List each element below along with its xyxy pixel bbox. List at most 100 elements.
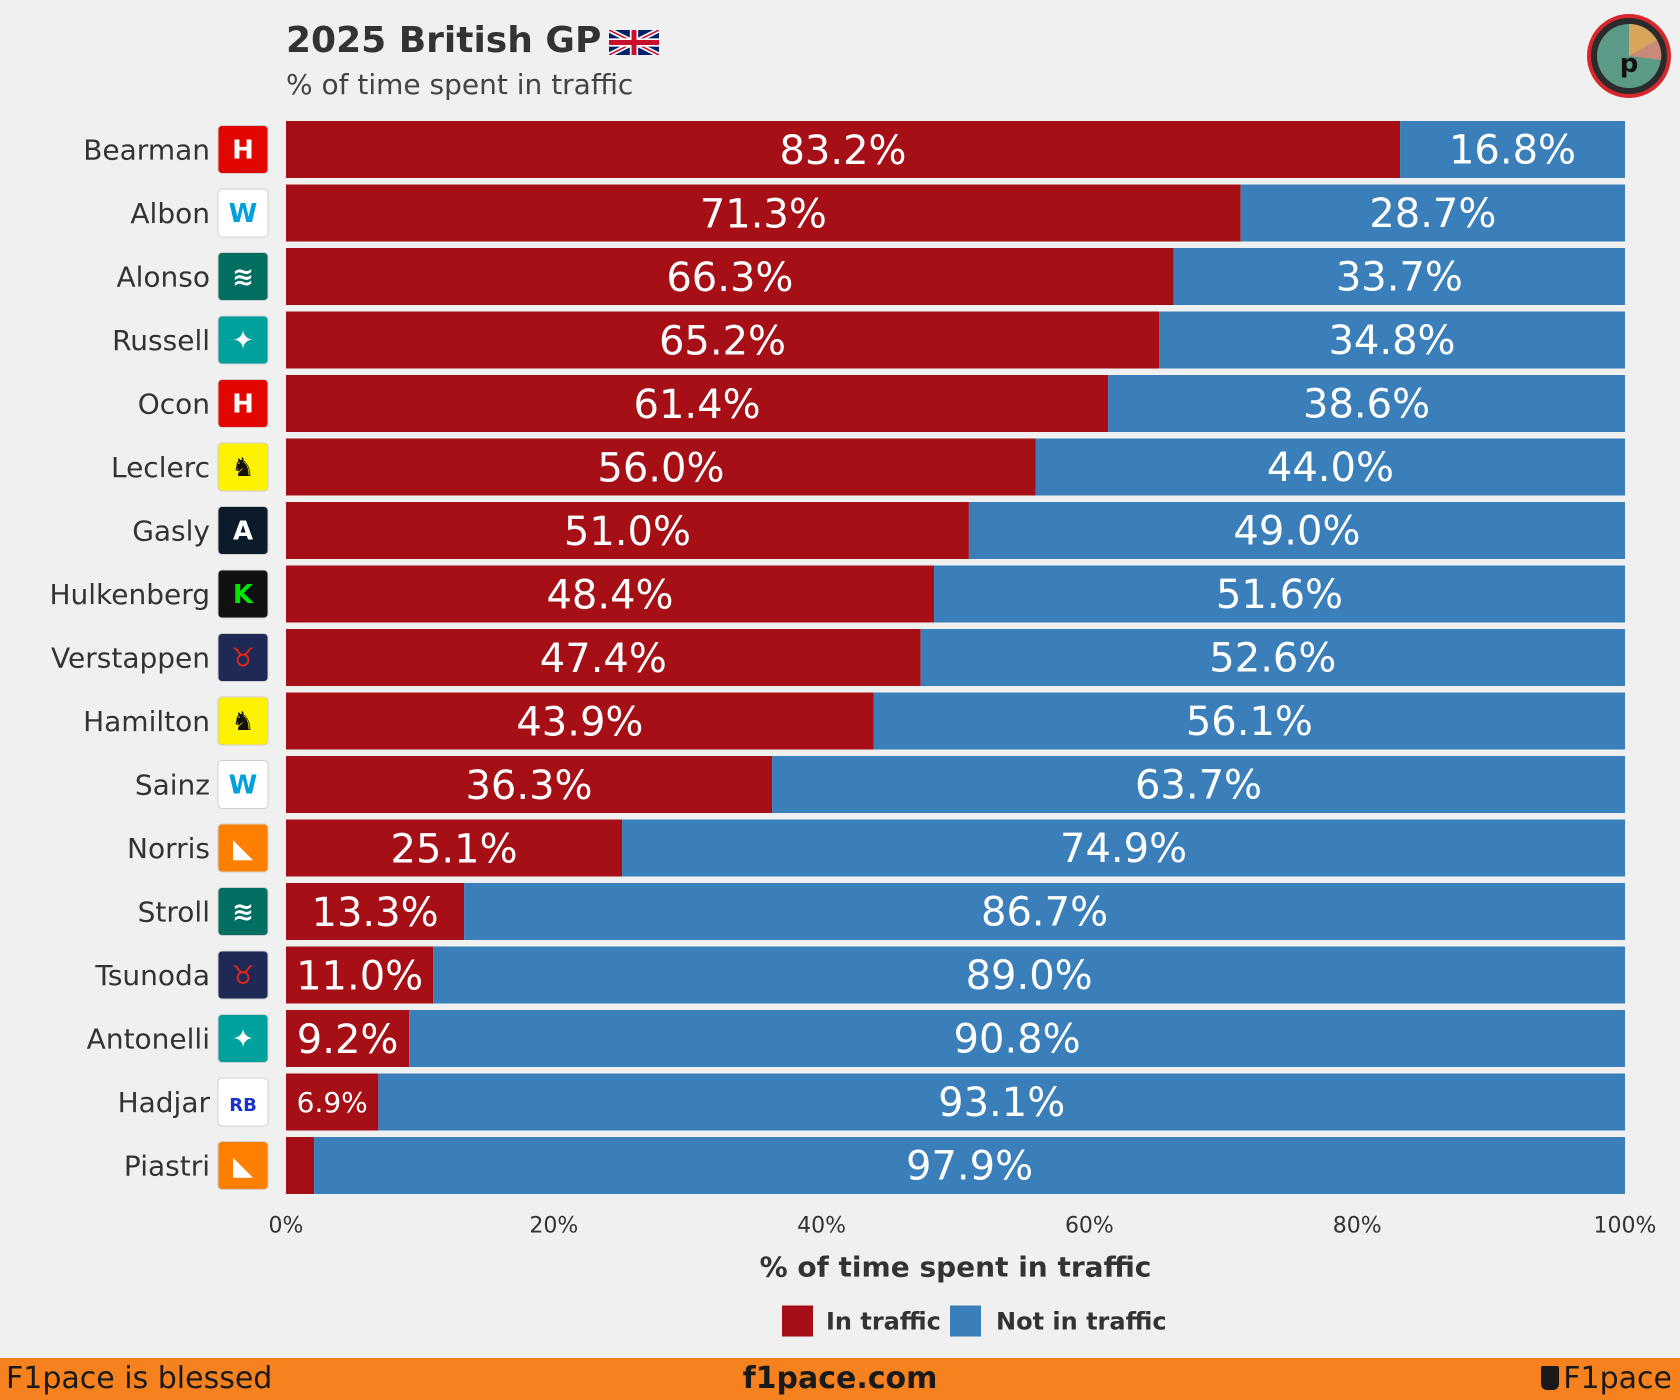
not-in-traffic-value-label: 63.7% <box>1135 763 1262 809</box>
mclaren-team-logo-glyph: ◣ <box>233 834 253 864</box>
not-in-traffic-bar <box>433 946 1625 1004</box>
in-traffic-value-label: 65.2% <box>659 318 786 364</box>
haas-team-logo-glyph: H <box>232 390 254 420</box>
red-bull-team-logo-icon <box>217 633 269 682</box>
chart-title: 2025 British GP <box>286 20 602 61</box>
alpine-team-logo-glyph: A <box>233 517 253 547</box>
driver-label: Tsunoda <box>94 959 210 992</box>
in-traffic-value-label: 43.9% <box>516 699 643 745</box>
not-in-traffic-value-label: 38.6% <box>1303 382 1430 428</box>
aston-martin-team-logo-glyph: ≋ <box>232 263 254 293</box>
not-in-traffic-value-label: 52.6% <box>1209 636 1336 682</box>
driver-label: Ocon <box>138 388 210 421</box>
alpine-team-logo-icon <box>217 506 269 555</box>
in-traffic-value-label: 11.0% <box>296 953 423 999</box>
red-bull-team-logo-icon <box>217 950 269 1000</box>
in-traffic-value-label: 61.4% <box>634 382 761 428</box>
mercedes-team-logo-glyph: ✦ <box>232 1025 254 1055</box>
williams-team-logo-icon <box>217 760 269 809</box>
not-in-traffic-bar <box>378 1073 1625 1131</box>
sauber-team-logo-icon <box>217 569 269 619</box>
not-in-traffic-bar <box>1159 311 1625 369</box>
aston-martin-team-logo-icon <box>217 887 269 936</box>
f1pace-logo-icon: p <box>1587 14 1671 98</box>
in-traffic-bar <box>286 438 1036 496</box>
not-in-traffic-value-label: 90.8% <box>954 1017 1081 1063</box>
driver-label: Norris <box>127 832 210 865</box>
in-traffic-bar <box>286 502 969 559</box>
not-in-traffic-bar <box>409 1010 1625 1067</box>
x-tick-label: 100% <box>1594 1214 1657 1239</box>
not-in-traffic-bar <box>772 756 1625 813</box>
not-in-traffic-bar <box>1400 121 1625 178</box>
driver-label: Piastri <box>124 1150 210 1183</box>
mercedes-team-logo-icon <box>217 315 269 365</box>
x-tick-label: 80% <box>1333 1214 1382 1239</box>
not-in-traffic-value-label: 51.6% <box>1216 572 1343 618</box>
in-traffic-bar <box>286 946 434 1004</box>
ferrari-team-logo-icon <box>217 696 269 746</box>
in-traffic-bar <box>286 375 1109 432</box>
driver-label: Bearman <box>83 134 210 167</box>
not-in-traffic-value-label: 34.8% <box>1328 318 1455 364</box>
williams-team-logo-glyph: W <box>229 771 258 801</box>
aston-martin-team-logo-icon <box>217 252 269 301</box>
footer-tagline: F1pace is blessed <box>6 1361 273 1396</box>
driver-label: Stroll <box>138 896 210 929</box>
x-tick-label: 40% <box>797 1214 846 1239</box>
in-traffic-value-label: 48.4% <box>546 572 673 618</box>
in-traffic-bar <box>286 1137 315 1194</box>
driver-label: Albon <box>130 197 210 230</box>
footer-brand-label: F1pace <box>1563 1361 1672 1396</box>
in-traffic-bar <box>286 883 465 940</box>
not-in-traffic-bar <box>1173 248 1625 305</box>
not-in-traffic-value-label: 93.1% <box>938 1080 1065 1126</box>
not-in-traffic-value-label: 44.0% <box>1267 445 1394 491</box>
not-in-traffic-bar <box>920 629 1625 686</box>
in-traffic-bar <box>286 184 1241 242</box>
in-traffic-bar <box>286 629 921 686</box>
in-traffic-value-label: 6.9% <box>297 1086 368 1119</box>
not-in-traffic-bar <box>934 565 1625 623</box>
williams-team-logo-icon <box>217 188 269 238</box>
driver-label: Leclerc <box>111 451 210 484</box>
not-in-traffic-bar <box>968 502 1625 559</box>
driver-label: Russell <box>112 324 210 357</box>
in-traffic-value-label: 25.1% <box>391 826 518 872</box>
not-in-traffic-value-label: 56.1% <box>1186 699 1313 745</box>
in-traffic-bar <box>286 311 1160 369</box>
not-in-traffic-value-label: 74.9% <box>1060 826 1187 872</box>
in-traffic-value-label: 36.3% <box>465 763 592 809</box>
driver-label: Hulkenberg <box>49 578 210 611</box>
in-traffic-value-label: 83.2% <box>779 128 906 174</box>
not-in-traffic-bar <box>622 819 1625 877</box>
driver-label: Gasly <box>132 515 210 548</box>
not-in-traffic-value-label: 97.9% <box>906 1144 1033 1190</box>
not-in-traffic-bar <box>873 692 1625 750</box>
ferrari-team-logo-glyph: ♞ <box>231 707 254 737</box>
legend-label-in-traffic: In traffic <box>826 1308 941 1336</box>
williams-team-logo-glyph: W <box>229 199 258 229</box>
not-in-traffic-value-label: 86.7% <box>981 890 1108 936</box>
footer-website-link[interactable]: f1pace.com <box>742 1361 938 1396</box>
footer-brand: F1pace <box>1541 1361 1672 1396</box>
driver-label: Alonso <box>116 261 210 294</box>
red-bull-team-logo-glyph: ♉ <box>231 644 254 674</box>
in-traffic-bar <box>286 1010 410 1067</box>
ferrari-team-logo-icon <box>217 442 269 492</box>
legend-label-not-in-traffic: Not in traffic <box>996 1308 1167 1336</box>
not-in-traffic-bar <box>1240 184 1625 242</box>
in-traffic-bar <box>286 1073 379 1131</box>
not-in-traffic-value-label: 49.0% <box>1233 509 1360 555</box>
not-in-traffic-bar <box>1035 438 1625 496</box>
aston-martin-team-logo-glyph: ≋ <box>232 898 254 928</box>
not-in-traffic-value-label: 28.7% <box>1369 191 1496 237</box>
legend-swatch-in-traffic <box>782 1305 813 1337</box>
not-in-traffic-bar <box>1108 375 1625 432</box>
in-traffic-bar <box>286 692 874 750</box>
in-traffic-value-label: 47.4% <box>540 636 667 682</box>
not-in-traffic-value-label: 89.0% <box>966 953 1093 999</box>
haas-team-logo-icon <box>217 379 269 428</box>
